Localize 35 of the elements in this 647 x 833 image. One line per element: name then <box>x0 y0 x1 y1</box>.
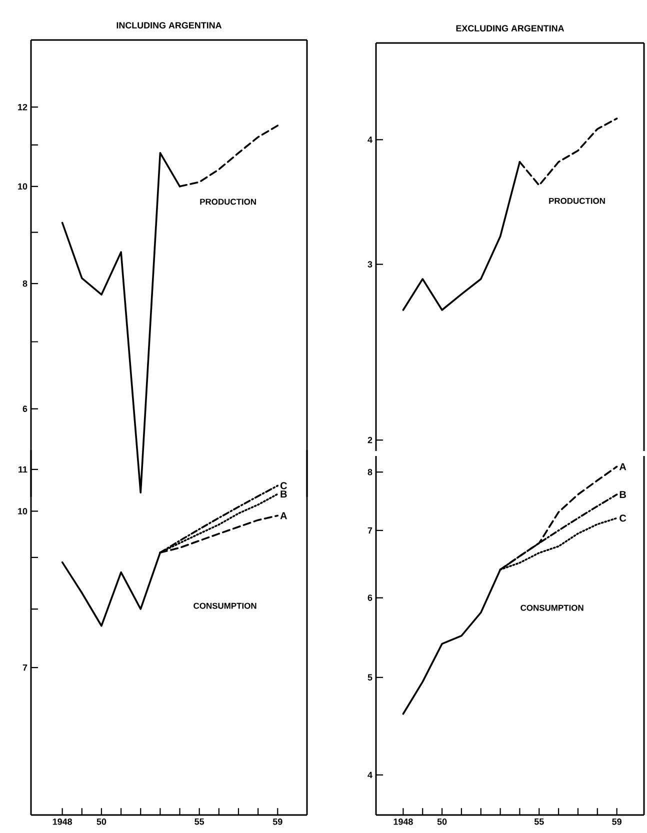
x-tick-label: 55 <box>534 818 544 825</box>
chart-title: EXCLUDING ARGENTINA <box>456 25 564 32</box>
chart-title: INCLUDING ARGENTINA <box>116 22 222 28</box>
y-tick-label: 7 <box>368 527 372 534</box>
y-tick-label: 10 <box>18 183 28 190</box>
x-tick-label: 50 <box>96 818 106 825</box>
y-tick-label: 6 <box>368 594 372 601</box>
x-tick-label: 55 <box>194 818 204 825</box>
y-tick-label: 6 <box>22 406 28 412</box>
series-label: B <box>620 491 626 498</box>
y-tick-label: 3 <box>368 261 372 268</box>
y-tick-label: 4 <box>368 136 372 143</box>
series-label: B <box>280 490 287 498</box>
series-label: A <box>619 463 626 470</box>
annotation: PRODUCTION <box>549 198 605 204</box>
y-tick-label: 11 <box>18 466 28 473</box>
y-tick-label: 10 <box>18 508 28 514</box>
series-label: C <box>620 514 626 522</box>
x-tick-label: 50 <box>437 818 447 825</box>
y-tick-label: 8 <box>22 280 28 287</box>
series-label: C <box>280 482 287 490</box>
y-tick-label: 12 <box>18 104 28 110</box>
x-tick-label: 1948 <box>394 818 413 825</box>
annotation: PRODUCTION <box>200 198 256 205</box>
series-label: A <box>280 512 287 520</box>
x-tick-label: 59 <box>272 818 282 825</box>
y-tick-label: 5 <box>368 674 372 681</box>
x-tick-label: 59 <box>612 818 622 825</box>
annotation: CONSUMPTION <box>520 604 584 611</box>
annotation: CONSUMPTION <box>194 602 256 609</box>
y-tick-label: 8 <box>368 468 372 476</box>
x-tick-label: 1948 <box>52 818 72 825</box>
y-tick-label: 4 <box>368 772 372 778</box>
y-tick-label: 2 <box>368 436 372 444</box>
y-tick-label: 7 <box>22 664 28 671</box>
